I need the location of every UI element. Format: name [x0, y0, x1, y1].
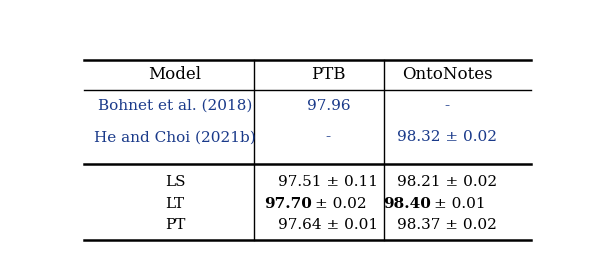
Text: ± 0.01: ± 0.01 [434, 197, 485, 210]
Text: LS: LS [165, 175, 185, 189]
Text: 98.32 ± 0.02: 98.32 ± 0.02 [397, 130, 497, 144]
Text: He and Choi (2021b): He and Choi (2021b) [94, 130, 256, 144]
Text: 97.96: 97.96 [307, 99, 350, 113]
Text: ± 0.02: ± 0.02 [316, 197, 367, 210]
Text: PTB: PTB [311, 66, 346, 83]
Text: LT: LT [166, 197, 184, 210]
Text: 98.40: 98.40 [383, 197, 431, 210]
Text: 97.51 ± 0.11: 97.51 ± 0.11 [278, 175, 379, 189]
Text: OntoNotes: OntoNotes [401, 66, 493, 83]
Text: Model: Model [148, 66, 202, 83]
Text: 98.21 ± 0.02: 98.21 ± 0.02 [397, 175, 497, 189]
Text: Bohnet et al. (2018): Bohnet et al. (2018) [98, 99, 252, 113]
Text: PT: PT [165, 219, 185, 232]
Text: 97.70: 97.70 [264, 197, 312, 210]
Text: 97.64 ± 0.01: 97.64 ± 0.01 [278, 219, 379, 232]
Text: 98.37 ± 0.02: 98.37 ± 0.02 [397, 219, 497, 232]
Text: -: - [445, 99, 449, 113]
Text: -: - [326, 130, 331, 144]
